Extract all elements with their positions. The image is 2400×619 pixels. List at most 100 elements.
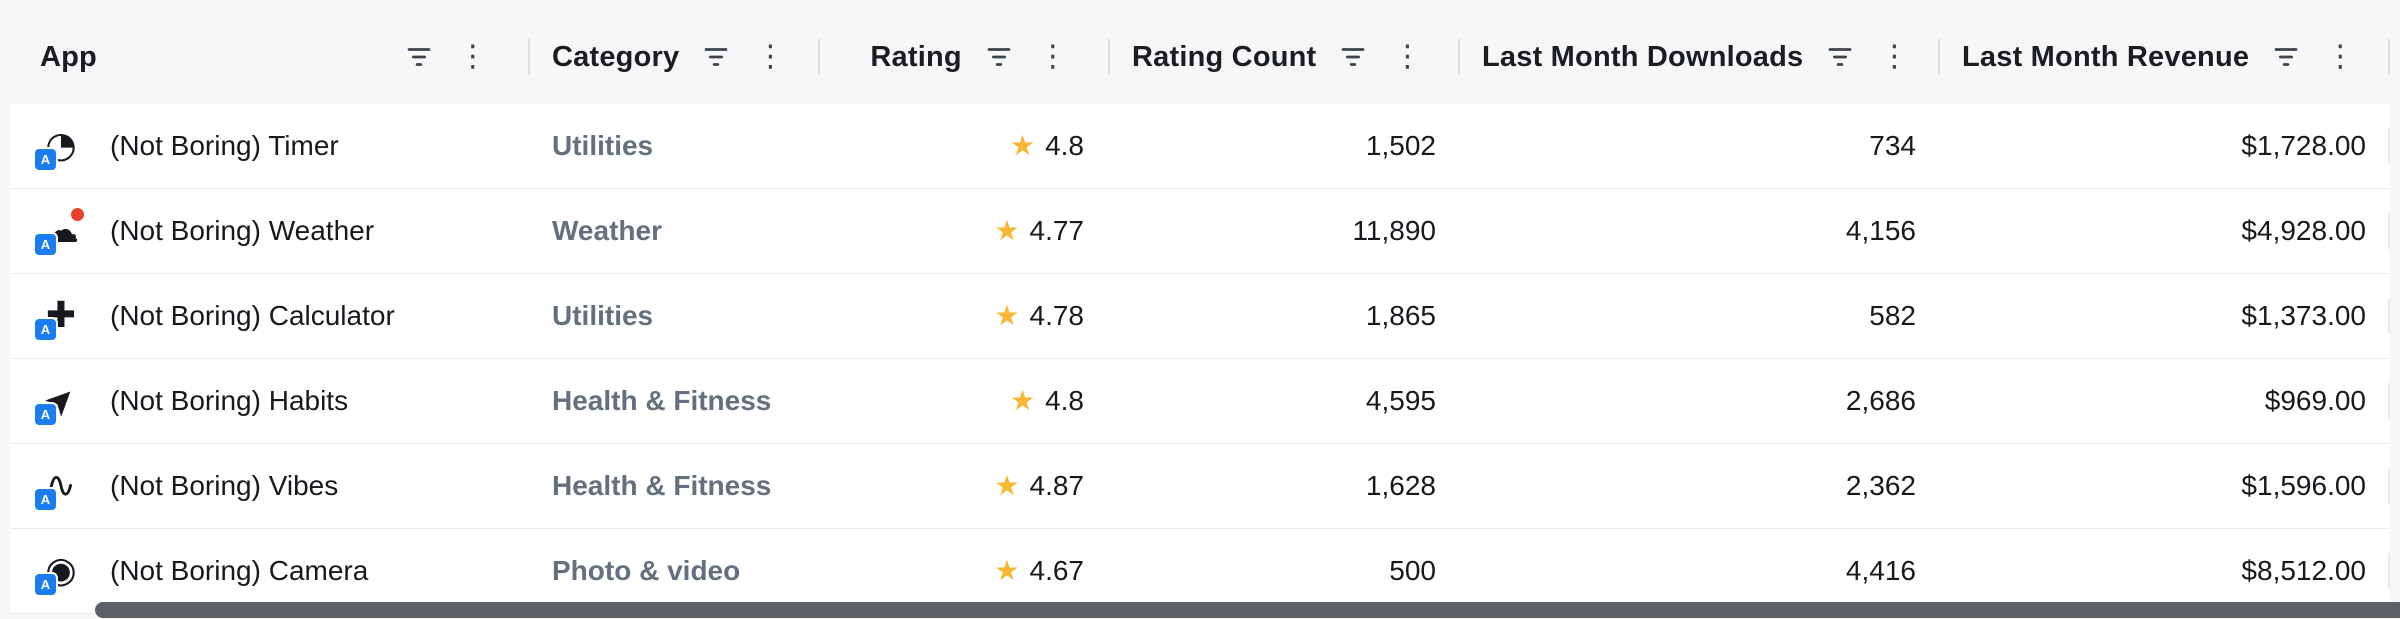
filter-icon[interactable] bbox=[2271, 42, 2301, 72]
app-cell[interactable]: ◉ A (Not Boring) Camera bbox=[10, 529, 530, 613]
table-row[interactable]: ◔ A (Not Boring) Timer Utilities ★ 4.8 1… bbox=[10, 104, 2390, 189]
downloads-cell[interactable]: 2,686 bbox=[1845, 385, 1916, 416]
column-label-last-month-downloads: Last Month Downloads bbox=[1482, 40, 1804, 73]
app-name: (Not Boring) Timer bbox=[110, 130, 339, 161]
table-row[interactable]: ∿ A (Not Boring) Vibes Health & Fitness … bbox=[10, 444, 2390, 529]
column-header-rating[interactable]: Rating ⋮ bbox=[820, 10, 1110, 104]
column-header-app[interactable]: App ⋮ bbox=[10, 10, 530, 104]
table-row[interactable]: ◉ A (Not Boring) Camera Photo & video ★ … bbox=[10, 529, 2390, 614]
filter-icon[interactable] bbox=[1825, 42, 1855, 72]
category-cell[interactable]: Utilities bbox=[530, 104, 820, 188]
apps-data-table: App ⋮ Category ⋮ Rating bbox=[10, 10, 2390, 614]
column-label-rating: Rating bbox=[870, 40, 962, 73]
column-header-last-month-revenue[interactable]: Last Month Revenue ⋮ bbox=[1940, 10, 2390, 104]
column-header-rating-count[interactable]: Rating Count ⋮ bbox=[1110, 10, 1460, 104]
app-cell[interactable]: ➤ A (Not Boring) Habits bbox=[10, 359, 530, 443]
category-cell[interactable]: Photo & video bbox=[530, 529, 820, 613]
table-row[interactable]: ✚ A (Not Boring) Calculator Utilities ★ … bbox=[10, 274, 2390, 359]
table-body: ◔ A (Not Boring) Timer Utilities ★ 4.8 1… bbox=[10, 104, 2390, 614]
rating-count-cell[interactable]: 500 bbox=[1389, 555, 1436, 586]
app-name: (Not Boring) Vibes bbox=[110, 470, 339, 501]
kebab-menu-icon[interactable]: ⋮ bbox=[457, 39, 488, 74]
downloads-cell[interactable]: 734 bbox=[1869, 130, 1916, 161]
rating-cell[interactable]: ★ 4.77 bbox=[820, 189, 1110, 273]
category-cell[interactable]: Weather bbox=[530, 189, 820, 273]
category-value: Health & Fitness bbox=[552, 385, 772, 416]
rating-cell[interactable]: ★ 4.78 bbox=[820, 274, 1110, 358]
column-label-app: App bbox=[40, 40, 97, 73]
table-row[interactable]: ☁ A (Not Boring) Weather Weather ★ 4.77 … bbox=[10, 189, 2390, 274]
rating-value: 4.77 bbox=[1029, 215, 1085, 246]
revenue-cell[interactable]: $1,728.00 bbox=[1940, 104, 2390, 188]
filter-icon[interactable] bbox=[701, 42, 731, 72]
filter-icon[interactable] bbox=[1338, 42, 1368, 72]
star-icon: ★ bbox=[994, 554, 1020, 587]
rating-value: 4.87 bbox=[1029, 470, 1085, 501]
column-label-last-month-revenue: Last Month Revenue bbox=[1962, 40, 2250, 73]
camera-app-icon: ◉ A bbox=[33, 550, 82, 597]
app-name: (Not Boring) Habits bbox=[110, 385, 349, 416]
rating-cell[interactable]: ★ 4.87 bbox=[820, 444, 1110, 528]
app-name: (Not Boring) Weather bbox=[110, 215, 375, 246]
kebab-menu-icon[interactable]: ⋮ bbox=[1037, 39, 1068, 74]
rating-cell[interactable]: ★ 4.8 bbox=[820, 359, 1110, 443]
app-cell[interactable]: ✚ A (Not Boring) Calculator bbox=[10, 274, 530, 358]
category-cell[interactable]: Health & Fitness bbox=[530, 359, 820, 443]
rating-count-cell[interactable]: 11,890 bbox=[1352, 215, 1436, 246]
table-row[interactable]: ➤ A (Not Boring) Habits Health & Fitness… bbox=[10, 359, 2390, 444]
kebab-menu-icon[interactable]: ⋮ bbox=[1879, 39, 1910, 74]
filter-icon[interactable] bbox=[404, 42, 434, 72]
revenue-cell[interactable]: $8,512.00 bbox=[1940, 529, 2390, 613]
star-icon: ★ bbox=[994, 299, 1020, 332]
app-cell[interactable]: ☁ A (Not Boring) Weather bbox=[10, 189, 530, 273]
app-store-badge-icon: A bbox=[33, 487, 58, 512]
app-cell[interactable]: ∿ A (Not Boring) Vibes bbox=[10, 444, 530, 528]
column-label-category: Category bbox=[552, 40, 680, 73]
kebab-menu-icon[interactable]: ⋮ bbox=[1392, 39, 1423, 74]
rating-count-cell[interactable]: 1,502 bbox=[1365, 130, 1436, 161]
vibes-app-icon: ∿ A bbox=[33, 465, 82, 512]
revenue-cell[interactable]: $1,373.00 bbox=[1940, 274, 2390, 358]
filter-icon[interactable] bbox=[984, 42, 1014, 72]
horizontal-scrollbar[interactable] bbox=[0, 601, 2400, 619]
kebab-menu-icon[interactable]: ⋮ bbox=[2325, 39, 2356, 74]
rating-count-cell[interactable]: 4,595 bbox=[1365, 385, 1436, 416]
app-name: (Not Boring) Camera bbox=[110, 555, 369, 586]
rating-count-cell[interactable]: 1,628 bbox=[1365, 470, 1436, 501]
star-icon: ★ bbox=[994, 469, 1020, 502]
revenue-cell[interactable]: $969.00 bbox=[1940, 359, 2390, 443]
rating-cell[interactable]: ★ 4.67 bbox=[820, 529, 1110, 613]
downloads-cell[interactable]: 582 bbox=[1869, 300, 1916, 331]
category-cell[interactable]: Health & Fitness bbox=[530, 444, 820, 528]
kebab-menu-icon[interactable]: ⋮ bbox=[755, 39, 786, 74]
scrollbar-thumb[interactable] bbox=[95, 602, 2400, 618]
column-header-last-month-downloads[interactable]: Last Month Downloads ⋮ bbox=[1460, 10, 1940, 104]
revenue-cell[interactable]: $4,928.00 bbox=[1940, 189, 2390, 273]
category-cell[interactable]: Utilities bbox=[530, 274, 820, 358]
star-icon: ★ bbox=[1009, 384, 1036, 417]
calculator-app-icon: ✚ A bbox=[33, 295, 82, 342]
downloads-cell[interactable]: 4,416 bbox=[1845, 555, 1916, 586]
category-value: Weather bbox=[552, 215, 662, 246]
downloads-cell[interactable]: 2,362 bbox=[1845, 470, 1916, 501]
rating-value: 4.8 bbox=[1045, 130, 1084, 161]
app-store-badge-icon: A bbox=[33, 572, 58, 597]
revenue-cell[interactable]: $1,596.00 bbox=[1940, 444, 2390, 528]
column-label-rating-count: Rating Count bbox=[1132, 40, 1317, 73]
rating-count-cell[interactable]: 1,865 bbox=[1365, 300, 1436, 331]
rating-cell[interactable]: ★ 4.8 bbox=[820, 104, 1110, 188]
app-cell[interactable]: ◔ A (Not Boring) Timer bbox=[10, 104, 530, 188]
category-value: Health & Fitness bbox=[552, 470, 772, 501]
timer-app-icon: ◔ A bbox=[33, 125, 82, 172]
column-header-category[interactable]: Category ⋮ bbox=[530, 10, 820, 104]
category-value: Photo & video bbox=[552, 555, 741, 586]
app-store-badge-icon: A bbox=[33, 402, 58, 427]
app-name: (Not Boring) Calculator bbox=[110, 300, 395, 331]
downloads-cell[interactable]: 4,156 bbox=[1845, 215, 1916, 246]
category-value: Utilities bbox=[552, 300, 654, 331]
rating-value: 4.78 bbox=[1029, 300, 1085, 331]
app-store-badge-icon: A bbox=[33, 147, 58, 172]
category-value: Utilities bbox=[552, 130, 654, 161]
star-icon: ★ bbox=[1009, 129, 1036, 162]
rating-value: 4.67 bbox=[1029, 555, 1085, 586]
